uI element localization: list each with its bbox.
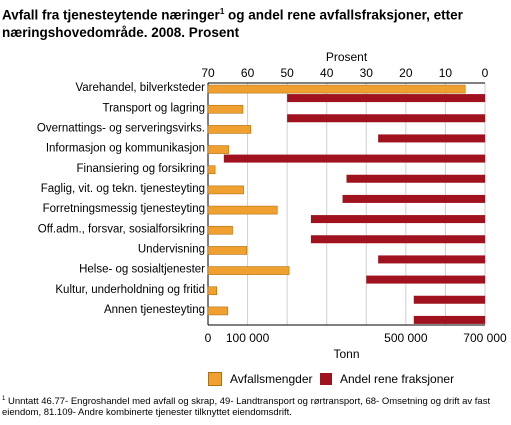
- bar-andel-rene-fraksjoner-transport-og-lagring: [287, 114, 485, 123]
- top-tick-label: 20: [399, 66, 413, 80]
- bar-andel-rene-fraksjoner-informasjon-og-kommunikasjon: [223, 154, 486, 163]
- bar-andel-rene-fraksjoner-finansiering-og-forsikring: [346, 174, 485, 183]
- bottom-tick-label: 100 000: [226, 331, 270, 345]
- bar-avfallsmengder-forretningsmessig-tjenesteyting: [207, 205, 278, 215]
- top-tick-label: 50: [280, 66, 294, 80]
- legend-swatch-andel-rene-fraksjoner: [320, 373, 332, 385]
- legend-item-avfallsmengder: Avfallsmengder: [208, 372, 313, 386]
- category-label: Undervisning: [138, 243, 205, 255]
- bar-andel-rene-fraksjoner-helse-og-sosialtjenester: [366, 275, 485, 284]
- bottom-tick-label: 0: [205, 331, 212, 345]
- footnote-text: Unntatt 46.77- Engroshandel med avfall o…: [2, 396, 491, 419]
- top-tick-label: 30: [360, 66, 374, 80]
- bar-andel-rene-fraksjoner-varehandel-bilverksteder: [287, 94, 485, 103]
- category-label: Kultur, underholdning og fritid: [55, 284, 205, 296]
- category-label: Forretningsmessig tjenesteyting: [43, 203, 205, 215]
- footnote: 1 Unntatt 46.77- Engroshandel med avfall…: [2, 394, 510, 418]
- bar-avfallsmengder-kultur-underholdning-og-fritid: [207, 286, 218, 296]
- category-label: Helse- og sosialtjenester: [79, 264, 205, 276]
- bar-avfallsmengder-transport-og-lagring: [207, 104, 244, 114]
- bar-avfallsmengder-informasjon-og-kommunikasjon: [207, 145, 229, 154]
- bottom-axis-label: Tonn: [333, 347, 359, 361]
- bar-andel-rene-fraksjoner-off-adm-forsvar-sosialforsikring: [310, 235, 485, 244]
- bar-andel-rene-fraksjoner-undervisning: [378, 255, 485, 264]
- bar-andel-rene-fraksjoner-forretningsmessig-tjenesteyting: [310, 215, 485, 224]
- top-tick-label: 0: [482, 66, 489, 80]
- bar-andel-rene-fraksjoner-annen-tjenesteyting: [413, 315, 485, 324]
- category-label: Transport og lagring: [103, 102, 206, 114]
- category-label: Overnattings- og serveringsvirks.: [37, 122, 205, 134]
- legend-label-avfallsmengder: Avfallsmengder: [230, 372, 313, 386]
- bottom-tick-label: 700 000: [463, 331, 507, 345]
- top-tick-label: 70: [201, 66, 215, 80]
- legend-swatch-avfallsmengder: [208, 372, 222, 386]
- chart-title: Avfall fra tjenesteytende næringer1 og a…: [2, 3, 507, 41]
- bar-avfallsmengder-helse-og-sosialtjenester: [207, 266, 290, 275]
- bar-avfallsmengder-overnattings-og-serveringsvirks: [207, 125, 252, 134]
- legend-item-andel-rene-fraksjoner: Andel rene fraksjoner: [320, 372, 454, 386]
- bottom-tick-label: 500 000: [384, 331, 428, 345]
- bar-avfallsmengder-undervisning: [207, 246, 248, 255]
- bar-avfallsmengder-off-adm-forsvar-sosialforsikring: [207, 225, 233, 235]
- category-label: Varehandel, bilverksteder: [75, 82, 205, 94]
- chart-title-rest: og andel rene avfallsfraksjoner, etter n…: [2, 7, 463, 40]
- bar-avfallsmengder-finansiering-og-forsikring: [207, 165, 216, 175]
- category-label: Faglig, vit. og tekn. tjenesteyting: [41, 183, 205, 195]
- chart-title-main: Avfall fra tjenesteytende næringer: [2, 7, 220, 23]
- bar-andel-rene-fraksjoner-overnattings-og-serveringsvirks: [378, 134, 485, 143]
- category-label: Informasjon og kommunikasjon: [46, 143, 205, 155]
- bar-andel-rene-fraksjoner-kultur-underholdning-og-fritid: [413, 295, 485, 304]
- bar-avfallsmengder-faglig-vit-og-tekn-tjenesteyting: [207, 185, 244, 195]
- bar-avfallsmengder-annen-tjenesteyting: [207, 306, 229, 316]
- category-label: Annen tjenesteyting: [104, 304, 205, 316]
- top-tick-label: 60: [241, 66, 255, 80]
- bar-andel-rene-fraksjoner-faglig-vit-og-tekn-tjenesteyting: [342, 194, 485, 203]
- category-label: Finansiering og forsikring: [77, 163, 205, 175]
- top-tick-label: 40: [320, 66, 334, 80]
- bar-avfallsmengder-varehandel-bilverksteder: [207, 84, 466, 94]
- legend-label-andel-rene-fraksjoner: Andel rene fraksjoner: [340, 372, 455, 386]
- footnote-marker: 1: [2, 396, 6, 402]
- top-axis-label: Prosent: [326, 50, 368, 64]
- category-label: Off.adm., forsvar, sosialforsikring: [38, 223, 205, 235]
- chart-title-footnote-marker: 1: [219, 7, 225, 16]
- top-tick-label: 10: [439, 66, 453, 80]
